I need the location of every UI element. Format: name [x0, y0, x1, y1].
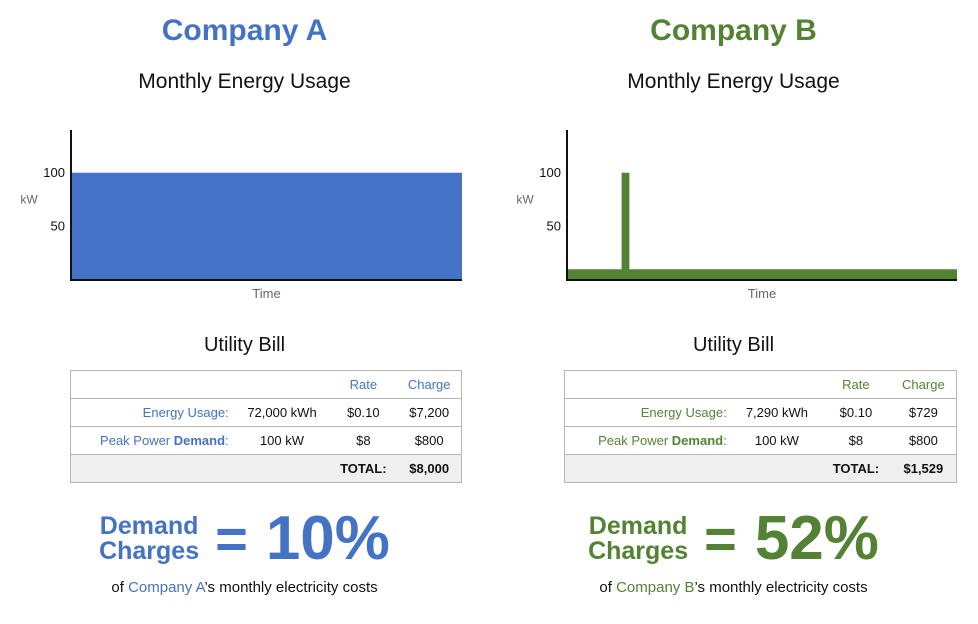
x-axis-label: Time — [748, 286, 776, 301]
demand-charges-label: Demand Charges — [588, 512, 689, 565]
chart-a: 100 50 kW Time — [20, 130, 462, 301]
equals-sign: = — [215, 507, 248, 570]
energy-usage-qty: 72,000 kWh — [234, 398, 330, 427]
usage-area-series-0 — [567, 172, 957, 280]
y-axis-label: kW — [20, 193, 38, 207]
energy-usage-label: Energy Usage: — [70, 398, 235, 427]
energy-usage-charge: $7,200 — [397, 398, 462, 427]
energy-usage-label: Energy Usage: — [564, 398, 733, 427]
peak-demand-row: Peak Power Demand: 100 kW $8 $800 — [70, 426, 462, 455]
demand-percent: 52% — [754, 504, 879, 573]
demand-summary-a: Demand Charges = 10% — [0, 508, 489, 570]
charge-header: Charge — [407, 377, 451, 392]
energy-usage-rate: $0.10 — [821, 398, 891, 427]
peak-demand-qty: 100 kW — [234, 426, 330, 455]
peak-demand-rate: $8 — [821, 426, 891, 455]
chart-b: 100 50 kW Time — [516, 130, 957, 301]
total-value: $1,529 — [890, 454, 957, 483]
peak-demand-rate: $8 — [329, 426, 398, 455]
peak-demand-qty: 100 kW — [732, 426, 822, 455]
peak-demand-charge: $800 — [397, 426, 462, 455]
total-label: TOTAL: — [329, 454, 398, 483]
energy-usage-charge: $729 — [890, 398, 957, 427]
y-tick-label: 50 — [547, 218, 561, 233]
energy-usage-row: Energy Usage: 72,000 kWh $0.10 $7,200 — [70, 398, 462, 427]
company-a-title: Company A — [161, 14, 328, 47]
bill-header-row: Rate Charge — [565, 371, 957, 399]
bill-b-title: Utility Bill — [692, 334, 775, 356]
y-axis-label: kW — [516, 193, 534, 207]
energy-usage-qty: 7,290 kWh — [732, 398, 822, 427]
rate-header: Rate — [842, 377, 870, 392]
chart-b-title: Monthly Energy Usage — [627, 70, 840, 93]
demand-charges-label: Demand Charges — [99, 512, 200, 565]
energy-usage-rate: $0.10 — [329, 398, 398, 427]
company-a-panel: Company A Monthly Energy Usage 100 50 kW Ti… — [0, 14, 489, 596]
bill-header-row: Rate Charge — [71, 371, 462, 399]
footnote-a: of Company A’s monthly electricity costs — [111, 579, 378, 596]
total-label: TOTAL: — [821, 454, 891, 483]
footnote-b: of Company B’s monthly electricity costs — [599, 579, 868, 596]
y-tick-label: 100 — [539, 165, 561, 180]
company-b-panel: Company B Monthly Energy Usage 100 50 kW Ti… — [489, 0, 978, 624]
peak-demand-charge: $800 — [890, 426, 957, 455]
energy-usage-row: Energy Usage: 7,290 kWh $0.10 $729 — [564, 398, 957, 427]
y-tick-label: 50 — [51, 218, 65, 233]
rate-header: Rate — [349, 377, 378, 392]
charge-header: Charge — [902, 377, 945, 392]
chart-a-title: Monthly Energy Usage — [138, 70, 351, 93]
peak-demand-label: Peak Power Demand: — [564, 426, 733, 455]
bill-a-table: Rate Charge Energy Usage: 72,000 kWh $0.… — [70, 370, 462, 483]
x-axis-label: Time — [252, 286, 280, 301]
company-b-title: Company B — [650, 14, 817, 47]
total-value: $8,000 — [397, 454, 462, 483]
total-row: TOTAL: $1,529 — [564, 454, 957, 483]
usage-area-series-0 — [71, 172, 462, 280]
y-tick-label: 100 — [43, 165, 65, 180]
bill-a-title: Utility Bill — [203, 334, 286, 356]
equals-sign: = — [704, 507, 737, 570]
peak-demand-label: Peak Power Demand: — [70, 426, 235, 455]
total-row: TOTAL: $8,000 — [70, 454, 462, 483]
demand-percent: 10% — [265, 504, 390, 573]
bill-b-table: Rate Charge Energy Usage: 7,290 kWh $0.1… — [564, 370, 957, 483]
peak-demand-row: Peak Power Demand: 100 kW $8 $800 — [564, 426, 957, 455]
demand-summary-b: Demand Charges = 52% — [489, 508, 978, 570]
